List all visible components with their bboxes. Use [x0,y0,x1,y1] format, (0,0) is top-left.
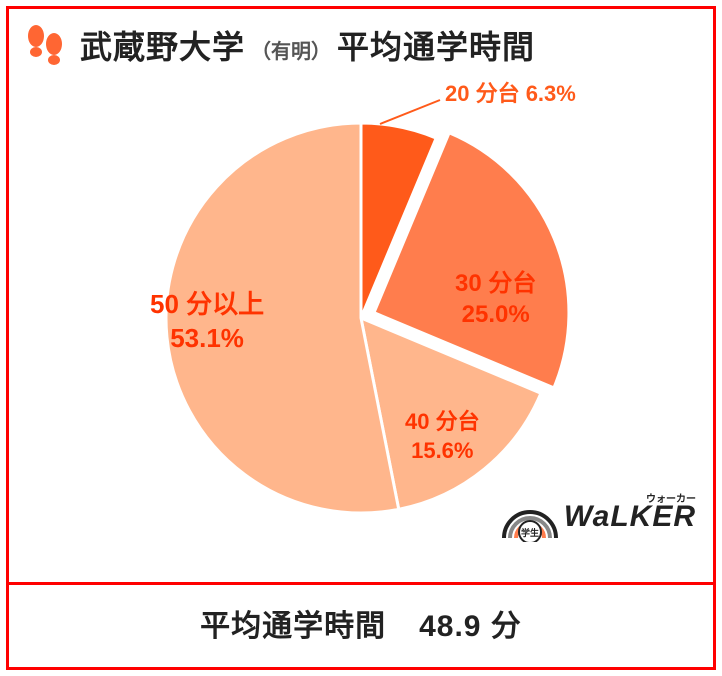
callout-line [380,100,440,124]
footer-label: 平均通学時間 [200,610,386,643]
footer: 平均通学時間 48.9 分 [9,579,713,667]
pie-svg [0,88,722,548]
footer-value: 48.9 分 [419,610,522,643]
logo: 学生 ウォーカー WaLKER [500,492,696,542]
logo-wordmark: ウォーカー WaLKER [564,500,696,534]
slice-label: 30 分台25.0% [455,268,536,330]
logo-arc-icon: 学生 [500,492,560,542]
slice-label: 20 分台 6.3% [445,80,576,109]
slice-label: 40 分台15.6% [405,408,480,465]
logo-ruby: ウォーカー [646,490,696,505]
pie-chart: 20 分台 6.3%30 分台25.0%40 分台15.6%50 分以上53.1… [0,88,722,548]
logo-badge-text: 学生 [521,527,539,538]
slice-label: 50 分以上53.1% [150,288,264,356]
